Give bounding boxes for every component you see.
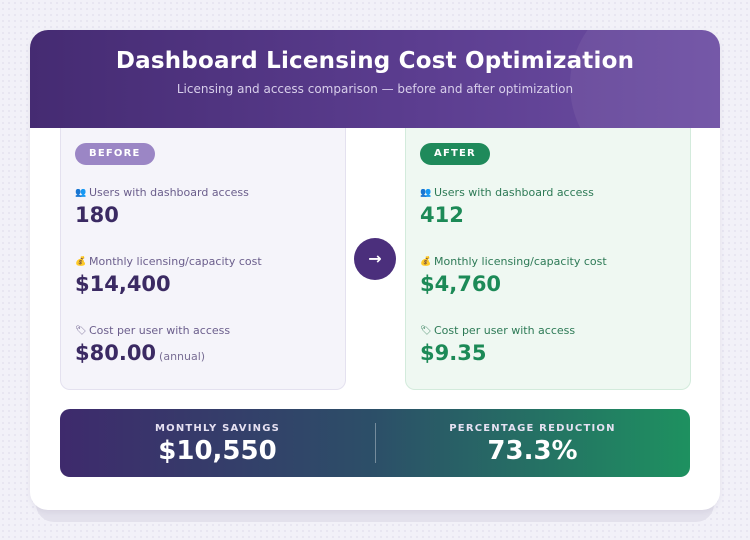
- reduction-value: 73.3%: [487, 436, 578, 466]
- before-panel: BEFORE 👥 Users with dashboard access 180…: [60, 128, 346, 390]
- percentage-reduction-block: PERCENTAGE REDUCTION 73.3%: [375, 409, 690, 477]
- after-panel: AFTER 👥 Users with dashboard access 412 …: [405, 128, 691, 390]
- metric-label: Cost per user with access: [89, 324, 231, 337]
- metric-value: 180: [75, 203, 119, 227]
- metric-label: Monthly licensing/capacity cost: [89, 255, 262, 268]
- after-cost-per-user-metric: 🏷 Cost per user with access $9.35: [420, 324, 575, 365]
- metric-value: $14,400: [75, 272, 171, 296]
- metric-value: $80.00: [75, 341, 157, 365]
- metric-value: 412: [420, 203, 464, 227]
- metric-value: $9.35: [420, 341, 487, 365]
- metric-label: Users with dashboard access: [434, 186, 594, 199]
- reduction-label: PERCENTAGE REDUCTION: [449, 423, 616, 434]
- metric-label: Monthly licensing/capacity cost: [434, 255, 607, 268]
- before-cost-per-user-metric: 🏷 Cost per user with access $80.00 (annua…: [75, 324, 230, 365]
- before-users-metric: 👥 Users with dashboard access 180: [75, 186, 249, 227]
- monthly-savings-block: MONTHLY SAVINGS $10,550: [60, 409, 375, 477]
- savings-banner: MONTHLY SAVINGS $10,550 PERCENTAGE REDUC…: [60, 409, 690, 477]
- before-monthly-cost-metric: 💰 Monthly licensing/capacity cost $14,40…: [75, 255, 262, 296]
- cost-optimization-card: Dashboard Licensing Cost Optimization Li…: [30, 30, 720, 510]
- decorative-circle: [570, 30, 720, 128]
- metric-label: Users with dashboard access: [89, 186, 249, 199]
- money-bag-icon: 💰: [75, 256, 87, 267]
- page-title: Dashboard Licensing Cost Optimization: [115, 48, 635, 74]
- price-tag-icon: 🏷: [420, 325, 432, 336]
- metric-label: Cost per user with access: [434, 324, 576, 337]
- metric-value: $4,760: [420, 272, 502, 296]
- users-icon: 👥: [420, 187, 432, 198]
- before-badge: BEFORE: [75, 143, 155, 165]
- savings-label: MONTHLY SAVINGS: [154, 423, 281, 434]
- header-banner: Dashboard Licensing Cost Optimization Li…: [30, 30, 720, 128]
- price-tag-icon: 🏷: [75, 325, 87, 336]
- page-subtitle: Licensing and access comparison — before…: [176, 82, 574, 96]
- divider: [375, 423, 376, 463]
- metric-unit: (annual): [159, 350, 206, 363]
- after-badge: AFTER: [420, 143, 490, 165]
- savings-value: $10,550: [158, 436, 277, 466]
- money-bag-icon: 💰: [420, 256, 432, 267]
- after-monthly-cost-metric: 💰 Monthly licensing/capacity cost $4,760: [420, 255, 607, 296]
- arrow-right-icon: →: [354, 238, 396, 280]
- users-icon: 👥: [75, 187, 87, 198]
- after-users-metric: 👥 Users with dashboard access 412: [420, 186, 594, 227]
